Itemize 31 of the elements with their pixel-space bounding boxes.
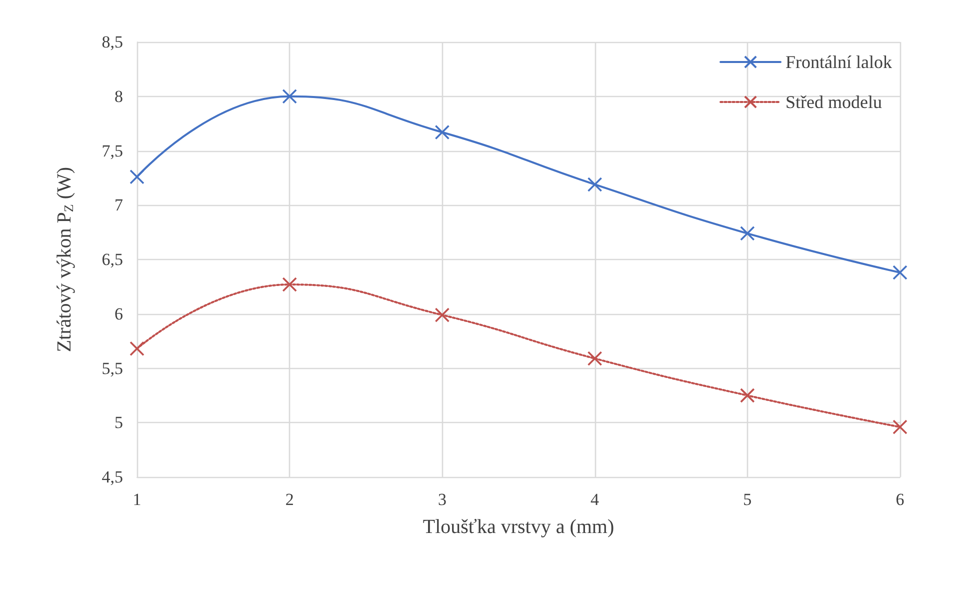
- point: [740, 388, 755, 403]
- x-tick-label: 5: [743, 490, 752, 509]
- y-tick-label: 7: [114, 196, 124, 215]
- point: [282, 277, 297, 292]
- y-tick-label: 8,5: [102, 32, 123, 52]
- y-axis-title: Ztrátový výkon PZ (W): [54, 166, 76, 352]
- x-tick-label: 6: [896, 490, 904, 509]
- point: [434, 124, 450, 140]
- y-tick-label: 7,5: [102, 141, 123, 160]
- legend-label: Frontální lalok: [786, 52, 892, 72]
- point: [282, 88, 297, 104]
- x-tick-label: 2: [285, 490, 294, 509]
- point: [892, 265, 908, 280]
- point: [587, 177, 602, 192]
- point: [740, 226, 755, 241]
- y-tick-label: 8: [114, 86, 123, 106]
- point: [130, 169, 144, 184]
- y-tick-label: 4,5: [102, 468, 123, 486]
- y-tick-label: 5: [114, 413, 123, 432]
- y-tick-label: 5,5: [102, 358, 123, 378]
- x-axis-title: Tloušťka vrstvy a (mm): [422, 516, 614, 538]
- y-tick-label: 6,5: [102, 250, 123, 269]
- y-tick-label: 6: [114, 304, 123, 324]
- point: [130, 341, 144, 356]
- point: [434, 308, 450, 322]
- point: [587, 351, 602, 366]
- x-tick-label: 1: [132, 490, 142, 509]
- legend-label: Střed modelu: [786, 92, 882, 112]
- point: [892, 420, 908, 434]
- x-tick-label: 3: [438, 490, 446, 509]
- x-tick-label: 4: [590, 490, 600, 509]
